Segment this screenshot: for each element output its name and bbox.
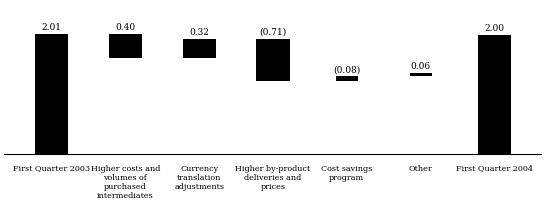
Text: 0.06: 0.06 — [411, 61, 431, 70]
Text: 2.01: 2.01 — [41, 23, 62, 32]
Text: 0.40: 0.40 — [115, 23, 135, 32]
Bar — [257, 40, 289, 82]
Bar — [182, 40, 216, 59]
Bar — [35, 35, 68, 154]
Bar — [478, 35, 511, 154]
Bar — [109, 35, 142, 59]
Text: (0.08): (0.08) — [333, 65, 360, 74]
Text: 0.32: 0.32 — [189, 28, 209, 37]
Bar — [336, 77, 358, 82]
Text: 2.00: 2.00 — [484, 23, 505, 32]
Text: (0.71): (0.71) — [259, 28, 287, 37]
Bar — [410, 73, 432, 77]
